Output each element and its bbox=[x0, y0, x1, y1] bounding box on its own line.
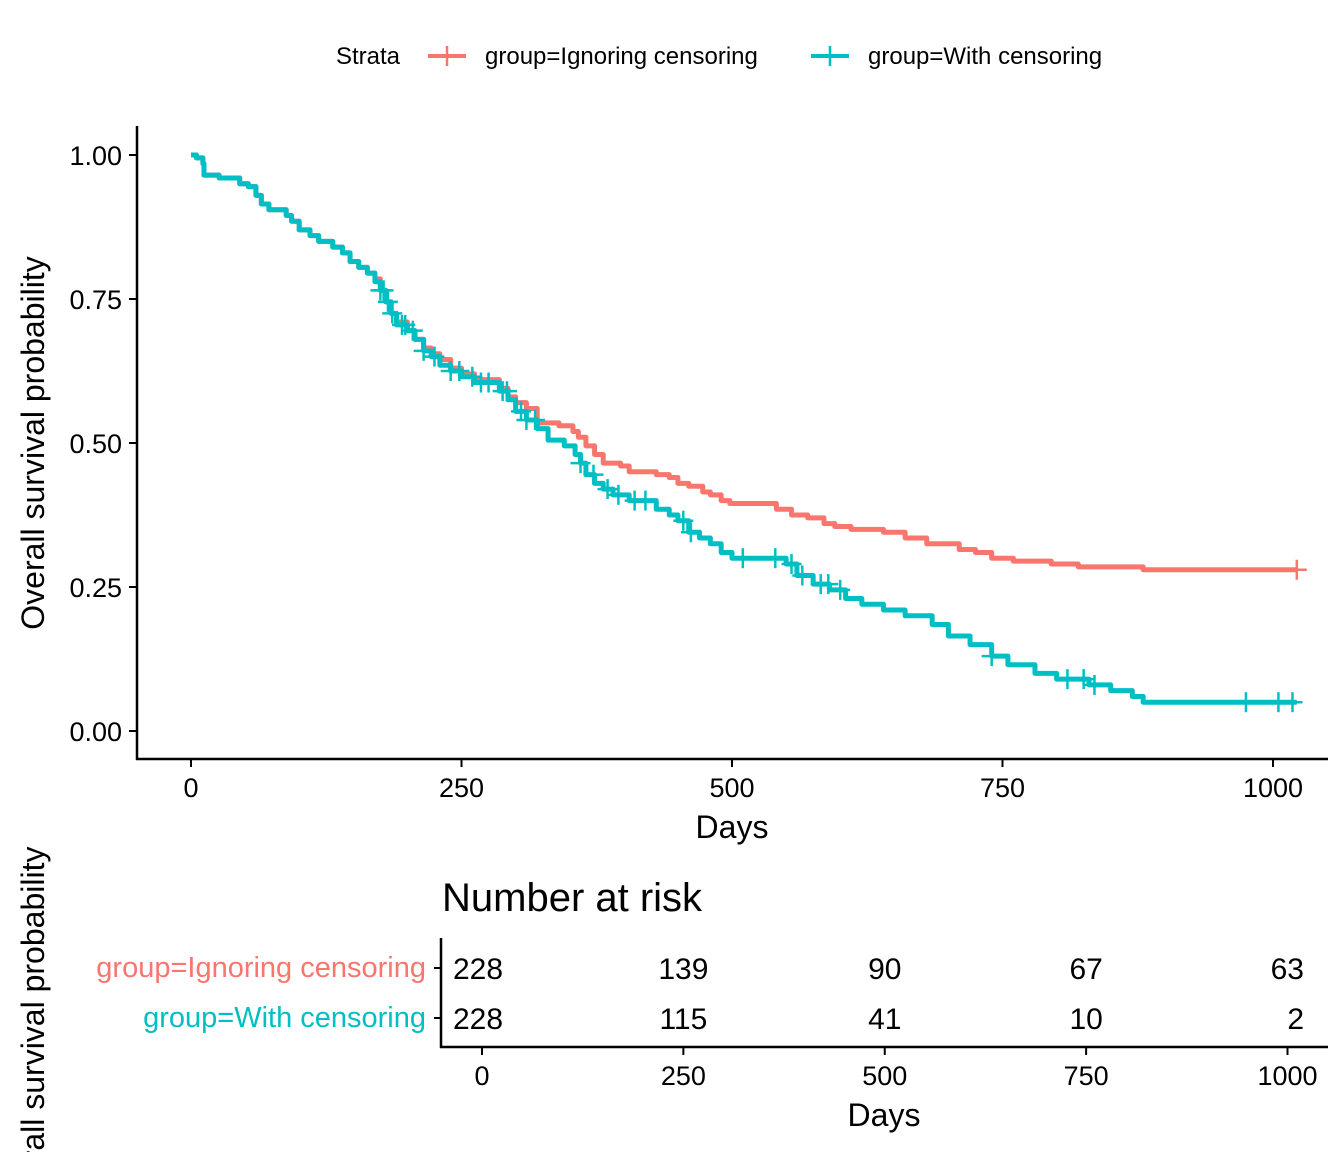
risk-count: 63 bbox=[1271, 953, 1304, 986]
censor-mark bbox=[830, 579, 851, 600]
x-tick-label: 750 bbox=[980, 773, 1025, 803]
x-axis-title: Days bbox=[696, 809, 769, 845]
legend: Strata group=Ignoring censoring group=Wi… bbox=[336, 43, 1102, 70]
risk-count: 139 bbox=[658, 953, 708, 986]
censor-mark bbox=[377, 291, 398, 312]
risk-count: 41 bbox=[868, 1003, 901, 1036]
x-tick-label: 500 bbox=[709, 773, 754, 803]
censor-mark bbox=[818, 574, 839, 595]
risk-count: 67 bbox=[1069, 953, 1102, 986]
legend-label-ignoring: group=Ignoring censoring bbox=[485, 43, 758, 70]
censor-mark bbox=[597, 479, 618, 500]
censor-mark bbox=[424, 346, 445, 367]
risk-count: 228 bbox=[453, 1003, 503, 1036]
censor-mark bbox=[981, 646, 1002, 667]
x-tick-label: 1000 bbox=[1243, 773, 1303, 803]
censor-mark bbox=[373, 280, 394, 301]
main-axes: 0.00 0.25 0.50 0.75 1.00 0 250 500 750 1000 Days… bbox=[15, 126, 1328, 845]
risk-x-axis-title: Days bbox=[848, 1097, 921, 1133]
censor-mark bbox=[583, 464, 604, 485]
censor-mark bbox=[511, 401, 532, 422]
y-axis-title: Overall survival probability bbox=[15, 256, 51, 629]
y-tick-label: 0.75 bbox=[69, 285, 122, 315]
censor-mark bbox=[765, 548, 786, 569]
risk-row-label-ignoring: group=Ignoring censoring bbox=[96, 952, 426, 984]
y-tick-label: 0.25 bbox=[69, 573, 122, 603]
censor-mark bbox=[1073, 669, 1094, 690]
risk-count: 115 bbox=[659, 1003, 707, 1036]
curve-ignoring-censoring bbox=[191, 152, 1297, 573]
risk-table-title: Number at risk bbox=[442, 876, 703, 920]
censor-mark bbox=[382, 303, 403, 324]
risk-x-tick-label: 1000 bbox=[1257, 1061, 1317, 1091]
risk-x-tick-label: 500 bbox=[862, 1061, 907, 1091]
censor-mark bbox=[635, 490, 656, 511]
risk-x-tick-label: 250 bbox=[661, 1061, 706, 1091]
censor-mark bbox=[413, 340, 434, 361]
risk-y-axis-title-clipped: Overall survival probability bbox=[15, 847, 51, 1152]
censor-mark bbox=[1235, 692, 1256, 713]
censor-mark bbox=[449, 361, 470, 381]
risk-count: 228 bbox=[453, 953, 503, 986]
risk-count: 2 bbox=[1287, 1003, 1304, 1036]
censor-mark bbox=[402, 320, 423, 341]
y-tick-label: 0.00 bbox=[69, 717, 122, 747]
risk-x-tick-label: 750 bbox=[1064, 1061, 1109, 1091]
survival-curves bbox=[191, 152, 1307, 713]
y-tick-label: 1.00 bbox=[69, 141, 122, 171]
risk-count: 90 bbox=[868, 953, 901, 986]
risk-x-tick-label: 0 bbox=[474, 1061, 489, 1091]
x-tick-label: 250 bbox=[439, 773, 484, 803]
censor-mark bbox=[478, 372, 499, 393]
censor-mark bbox=[781, 553, 802, 574]
censor-mark bbox=[673, 510, 694, 531]
censor-mark bbox=[525, 409, 546, 430]
legend-key-with bbox=[811, 46, 849, 66]
censor-mark bbox=[792, 565, 813, 586]
risk-count: 10 bbox=[1069, 1003, 1102, 1036]
censor-mark bbox=[732, 548, 753, 569]
censor-mark bbox=[570, 453, 591, 474]
censor-mark bbox=[1286, 559, 1307, 580]
censor-mark bbox=[1084, 674, 1105, 695]
y-tick-label: 0.50 bbox=[69, 429, 122, 459]
censor-mark bbox=[680, 522, 701, 543]
curve-with-censoring bbox=[191, 152, 1297, 705]
legend-title: Strata bbox=[336, 43, 401, 70]
censor-mark bbox=[608, 484, 629, 505]
x-tick-label: 0 bbox=[183, 773, 198, 803]
censor-mark bbox=[496, 381, 517, 402]
risk-table: Number at risk group=Ignoring censoring 2… bbox=[15, 847, 1328, 1152]
censor-mark bbox=[1282, 692, 1303, 713]
legend-label-with: group=With censoring bbox=[868, 43, 1102, 70]
risk-row-label-with: group=With censoring bbox=[143, 1002, 426, 1034]
legend-key-ignoring bbox=[428, 46, 466, 66]
